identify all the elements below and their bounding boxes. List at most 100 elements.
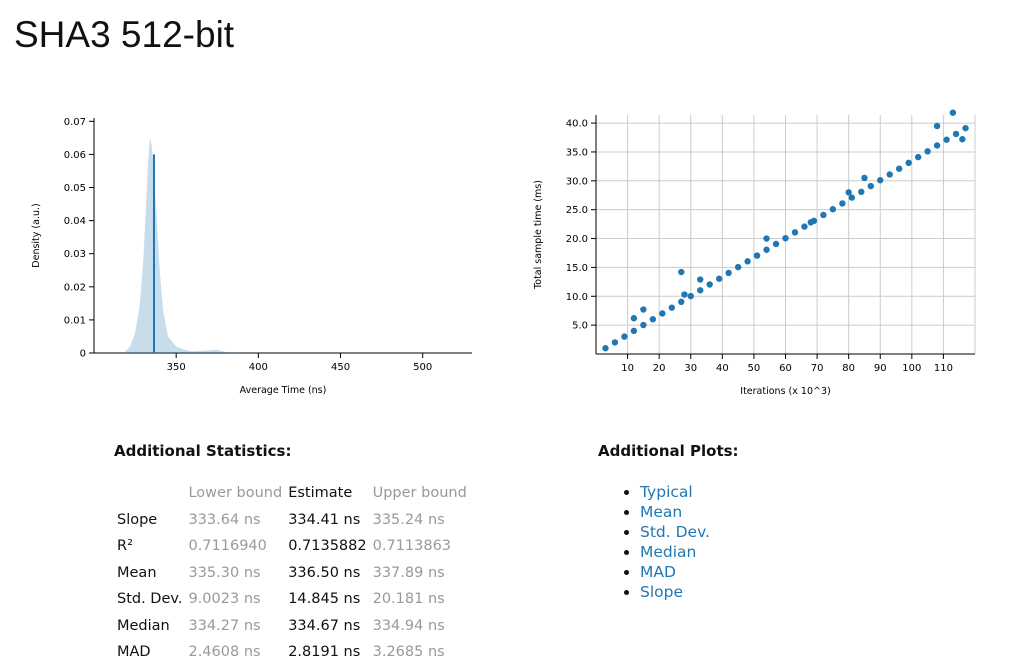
x-tick-label: 80 — [842, 363, 855, 374]
point — [839, 200, 846, 207]
point — [640, 321, 647, 329]
point — [848, 194, 856, 201]
stats-row: Slope 333.64 ns 334.41 ns 335.24 ns — [114, 507, 470, 534]
plot-item: Mean — [640, 502, 710, 522]
x-tick-label: 60 — [779, 363, 792, 374]
point — [858, 188, 865, 196]
y-tick-label: 30.0 — [566, 176, 588, 187]
y-tick-label: 25.0 — [566, 205, 588, 216]
plot-link[interactable]: Typical — [640, 483, 693, 501]
y-tick-label: 0.02 — [64, 282, 86, 293]
x-tick-label: 500 — [413, 362, 432, 373]
point — [659, 310, 666, 317]
stat-value: 335.30 ns — [188, 564, 261, 581]
stats-heading: Additional Statistics: — [114, 442, 292, 460]
x-tick-label: 90 — [874, 363, 887, 374]
plots-heading: Additional Plots: — [598, 442, 739, 460]
row-label: Slope — [117, 511, 158, 528]
point — [886, 171, 893, 178]
plot-item: Std. Dev. — [640, 522, 710, 542]
column-header: Lower bound — [188, 485, 283, 502]
point — [782, 234, 789, 242]
y-tick-label: 35.0 — [566, 147, 588, 158]
point — [697, 276, 704, 283]
plot-item: MAD — [640, 562, 710, 582]
corner-cell — [114, 480, 185, 507]
plots-list: Typical Mean Std. Dev. Median MAD Slope — [598, 482, 710, 602]
point — [959, 136, 966, 143]
point — [845, 189, 852, 196]
x-tick-label: 110 — [934, 363, 953, 374]
stats-row: Median 334.27 ns 334.67 ns 334.94 ns — [114, 613, 470, 640]
y-tick-label: 40.0 — [566, 119, 588, 130]
stats-row: Std. Dev. 9.0023 ns 14.845 ns 20.181 ns — [114, 586, 470, 613]
point — [678, 268, 685, 276]
column-header: Estimate — [288, 485, 353, 502]
point — [952, 130, 960, 138]
plot-link[interactable]: Median — [640, 543, 697, 561]
x-tick-label: 400 — [249, 362, 268, 373]
plot-item: Median — [640, 542, 710, 562]
plot-link[interactable]: Slope — [640, 583, 684, 601]
point — [933, 142, 941, 149]
stat-value: 20.181 ns — [372, 591, 445, 608]
point — [678, 298, 685, 306]
point — [867, 182, 874, 190]
stat-value: 0.7135882 — [288, 538, 367, 555]
stat-value: 2.4608 ns — [188, 644, 261, 661]
density-area — [123, 137, 242, 353]
stat-value: 14.845 ns — [288, 591, 361, 608]
row-label: Std. Dev. — [117, 591, 183, 608]
point — [744, 258, 751, 265]
point — [697, 287, 704, 294]
x-tick-label: 40 — [716, 363, 729, 374]
x-tick-label: 450 — [331, 362, 350, 373]
point — [791, 229, 799, 236]
y-tick-label: 15.0 — [566, 263, 588, 274]
y-tick-label: 0.03 — [64, 249, 86, 260]
point — [611, 339, 619, 346]
point — [861, 174, 868, 182]
plot-link[interactable]: Std. Dev. — [640, 523, 710, 541]
stat-value: 2.8191 ns — [288, 644, 361, 661]
plot-item: Slope — [640, 582, 710, 602]
row-label: MAD — [117, 644, 151, 661]
stat-value: 334.41 ns — [288, 511, 361, 528]
plot-link[interactable]: MAD — [640, 563, 676, 581]
point — [949, 109, 957, 116]
point — [621, 333, 628, 340]
y-tick-label: 10.0 — [566, 292, 588, 303]
y-axis-title: Total sample time (ms) — [533, 180, 544, 290]
point — [706, 281, 713, 288]
stat-value: 336.50 ns — [288, 564, 361, 581]
stat-value: 334.94 ns — [372, 617, 445, 634]
stat-value: 3.2685 ns — [372, 644, 445, 661]
stat-value: 337.89 ns — [372, 564, 445, 581]
page-title: SHA3 512-bit — [14, 14, 235, 55]
point — [877, 177, 884, 184]
point — [725, 269, 732, 277]
x-tick-label: 100 — [902, 363, 921, 374]
x-tick-label: 50 — [748, 363, 761, 374]
point — [630, 327, 638, 335]
point — [924, 148, 931, 155]
plot-link[interactable]: Mean — [640, 503, 683, 521]
stat-value: 334.27 ns — [188, 617, 261, 634]
y-tick-label: 5.0 — [572, 321, 588, 332]
stat-value: 9.0023 ns — [188, 591, 261, 608]
point — [820, 211, 827, 219]
stat-value: 0.7113863 — [372, 538, 452, 555]
stat-value: 334.67 ns — [288, 617, 361, 634]
header-row: Lower bound Estimate Upper bound — [114, 480, 470, 507]
point — [829, 206, 837, 213]
point — [933, 122, 941, 130]
point — [602, 345, 609, 352]
x-tick-label: 20 — [653, 363, 666, 374]
point — [753, 252, 761, 259]
x-axis-title: Iterations (x 10^3) — [740, 386, 830, 397]
row-label: Median — [117, 617, 170, 634]
stats-table: Lower bound Estimate Upper bound Slope 333.6… — [114, 480, 470, 666]
y-axis-title: Density (a.u.) — [31, 203, 42, 267]
y-tick-label: 20.0 — [566, 234, 588, 245]
point — [896, 165, 903, 172]
